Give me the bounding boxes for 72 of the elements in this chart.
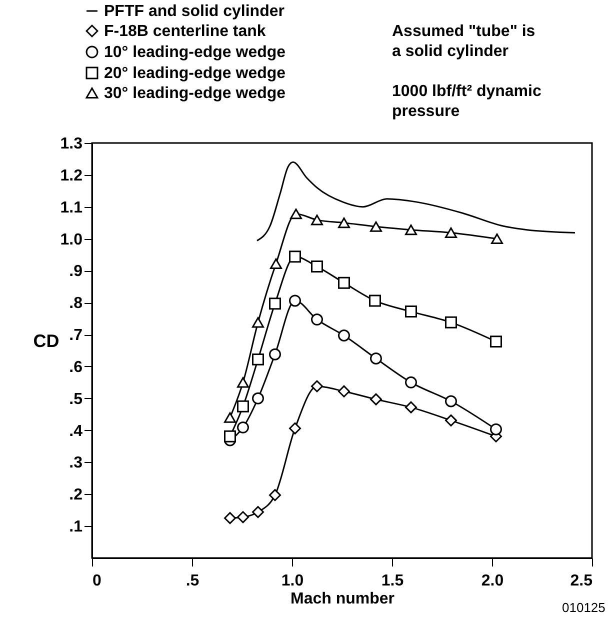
legend-label: 20° leading-edge wedge [104,65,286,82]
y-tick-label: .6 [69,358,83,376]
point [405,401,417,414]
point [269,348,281,360]
point [252,392,264,404]
y-tick-label: .1 [69,518,83,536]
point [338,385,350,398]
point [237,511,249,524]
x-tick-label: 2.5 [570,572,593,590]
point [252,317,264,328]
point [490,423,502,436]
x-tick-label: 0 [92,572,102,590]
x-axis-title: Mach number [290,590,395,608]
point [224,412,236,423]
y-tick-label: .8 [69,295,83,312]
point [338,218,350,228]
point [311,214,323,226]
y-tick-label: .4 [69,422,83,440]
point [237,421,249,434]
line-series [256,161,576,242]
point [445,395,457,408]
y-tick-label: .2 [69,486,83,504]
y-tick-label: 1.3 [60,136,83,152]
point [369,294,381,307]
point [311,380,323,392]
point [338,330,350,342]
y-tick-label: .9 [69,263,83,280]
point [224,430,236,442]
point [370,221,382,232]
y-tick-label: .3 [69,454,83,472]
text: Assumed "tube" is a solid cylinder [392,23,536,60]
legend-label: PFTF and solid cylinder [104,3,284,20]
point [491,233,503,244]
point [269,298,281,310]
y-tick-label: 1.1 [60,199,83,216]
point [445,316,457,328]
y-tick-label: .7 [69,327,83,344]
point [445,227,457,238]
point [445,414,457,426]
point [289,422,301,434]
point [224,512,236,524]
point [370,393,382,406]
point [370,352,382,364]
y-tick-label: 1.2 [60,167,83,184]
text: 010125 [562,600,606,615]
point [405,224,417,236]
y-axis-title: CD [33,331,60,351]
x-tick-label: 1.5 [381,572,404,590]
x-tick-label: .5 [186,572,200,590]
point [289,250,301,263]
legend-label: F-18B centerline tank [104,23,266,40]
text: 1000 lbf/ft² dynamic pressure [392,83,542,120]
point [289,294,301,307]
legend-label: 10° leading-edge wedge [104,44,286,61]
point [405,376,417,388]
point [237,400,249,412]
x-tick-label: 1.0 [281,572,304,590]
legend-label: 30° leading-edge wedge [104,85,286,102]
point [311,260,323,273]
point [252,353,264,366]
point [290,208,302,220]
y-tick-label: .5 [69,390,83,408]
y-tick-label: 1.0 [60,231,83,248]
point [311,314,323,326]
point [490,336,502,348]
point [252,506,264,518]
point [338,276,350,289]
point [270,258,282,269]
point [237,377,249,388]
x-tick-label: 2.0 [481,572,504,590]
point [269,489,281,502]
point [405,306,417,318]
